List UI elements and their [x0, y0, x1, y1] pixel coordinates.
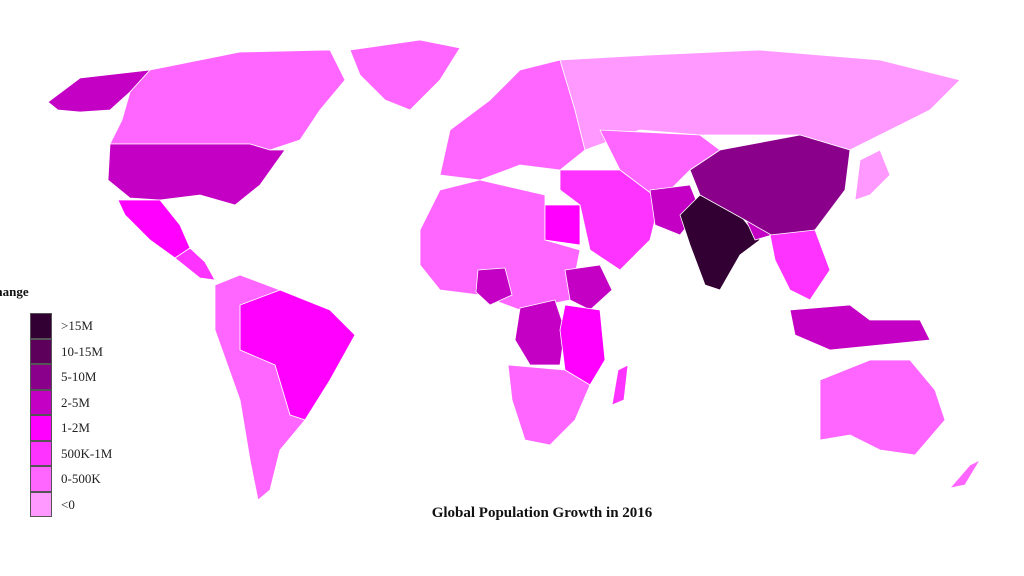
- region-alaska: [47, 69, 151, 113]
- legend-swatch: [30, 440, 52, 466]
- legend-label: <0: [61, 496, 75, 512]
- region-egypt: [544, 204, 581, 246]
- region-nigeria: [475, 267, 513, 306]
- region-australia: [819, 359, 946, 456]
- region-ethiopia: [564, 264, 613, 311]
- legend-label: 2-5M: [61, 394, 90, 410]
- region-central-america: [174, 247, 216, 281]
- region-united-states: [107, 143, 286, 206]
- region-south-america: [214, 274, 306, 501]
- legend-swatch: [30, 338, 52, 364]
- region-mexico: [117, 199, 191, 259]
- legend-swatch: [30, 415, 52, 441]
- legend-label: 500K-1M: [61, 445, 113, 461]
- legend-swatch: [30, 389, 52, 415]
- legend-label: 1-2M: [61, 420, 90, 435]
- legend-label: >15M: [61, 318, 93, 333]
- legend-swatch: [30, 466, 52, 492]
- legend-label: 5-10M: [61, 369, 97, 384]
- map-title: Global Population Growth in 2016: [431, 505, 653, 521]
- region-madagascar: [611, 364, 629, 406]
- region-new-zealand: [949, 459, 981, 489]
- legend-title: Change: [0, 284, 29, 299]
- legend-label: 10-15M: [61, 343, 103, 359]
- region-china: [689, 134, 851, 241]
- legend-swatch: [30, 491, 52, 517]
- region-japan: [854, 149, 891, 201]
- region-greenland: [349, 39, 461, 111]
- region-canada: [109, 49, 346, 151]
- region-indonesia: [789, 304, 931, 351]
- legend-swatch: [30, 364, 52, 390]
- region-europe: [439, 59, 586, 181]
- region-russia: [559, 49, 961, 151]
- region-southeast-asia: [769, 229, 831, 301]
- region-southern-africa: [507, 364, 591, 446]
- legend-swatch: [30, 313, 52, 339]
- legend-label: 0-500K: [61, 471, 101, 486]
- region-dr-congo: [514, 299, 566, 366]
